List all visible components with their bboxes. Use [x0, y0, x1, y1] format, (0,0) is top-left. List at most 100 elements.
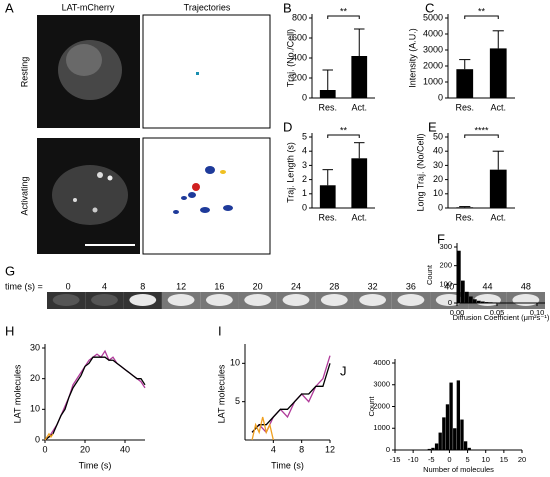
- time-value: 36: [406, 281, 416, 291]
- y-tick-label: 2000: [373, 401, 390, 410]
- time-value: 12: [176, 281, 186, 291]
- trajectory: [173, 210, 179, 214]
- y-tick-label: 400: [292, 52, 307, 62]
- x-tick-label: Res.: [318, 102, 337, 112]
- histogram-bar: [481, 301, 485, 303]
- time-value: 24: [291, 281, 301, 291]
- y-axis-label: Intensity (A.U.): [407, 28, 417, 88]
- y-axis-label: Count: [367, 396, 376, 417]
- y-tick-label: 0: [35, 434, 40, 444]
- x-tick-label: -15: [390, 455, 401, 464]
- histogram-bar: [469, 296, 473, 303]
- bar: [319, 185, 336, 208]
- y-tick-label: 200: [439, 261, 452, 270]
- time-value: 8: [140, 281, 145, 291]
- panel-letter: B: [283, 0, 292, 15]
- x-tick-label: 0: [447, 455, 451, 464]
- y-tick-label: 20: [30, 373, 40, 383]
- significance-bracket: [327, 15, 360, 19]
- column-title: LAT-mCherry: [62, 2, 115, 12]
- y-tick-label: 0: [448, 298, 452, 307]
- significance: **: [340, 125, 348, 135]
- y-tick-label: 0: [386, 445, 390, 454]
- y-tick-label: 3000: [423, 44, 443, 54]
- panel-letter: H: [5, 323, 14, 338]
- x-tick-label: Res.: [318, 212, 337, 222]
- y-tick-label: 1: [302, 188, 307, 198]
- trajectory: [188, 192, 196, 198]
- series-line: [251, 416, 274, 441]
- x-axis-label: Time (s): [79, 460, 112, 470]
- y-tick-label: 4000: [423, 28, 443, 38]
- x-axis-label: Diffusion Coefficient (μm²s⁻¹): [453, 313, 550, 322]
- histogram-bar: [427, 448, 431, 450]
- y-tick-label: 30: [30, 342, 40, 352]
- x-tick-label: Res.: [455, 212, 474, 222]
- frame-spot: [320, 294, 348, 306]
- frame-spot: [512, 294, 540, 306]
- cell: [66, 44, 102, 76]
- y-tick-label: 2000: [423, 60, 443, 70]
- bar: [489, 169, 507, 208]
- spot: [92, 207, 98, 213]
- frame-spot: [282, 294, 310, 306]
- time-label: time (s) =: [5, 281, 43, 291]
- trajectory: [220, 170, 226, 174]
- bar: [351, 158, 368, 208]
- time-value: 20: [253, 281, 263, 291]
- histogram-bar: [465, 291, 469, 303]
- histogram-bar: [463, 441, 468, 450]
- histogram-bar: [461, 280, 465, 303]
- y-tick-label: 10: [30, 404, 40, 414]
- time-value: 16: [214, 281, 224, 291]
- y-tick-label: 20: [433, 174, 443, 184]
- trajectory-box: [142, 137, 271, 255]
- histogram-bar: [449, 382, 453, 450]
- x-axis-label: Number of molecules: [423, 465, 494, 474]
- significance-bracket: [464, 134, 499, 138]
- y-tick-label: 1000: [373, 423, 390, 432]
- time-value: 40: [444, 281, 454, 291]
- cell: [52, 165, 128, 225]
- y-tick-label: 100: [439, 279, 452, 288]
- frame-spot: [359, 294, 387, 306]
- histogram-bar: [473, 299, 477, 303]
- x-tick-label: 40: [120, 444, 130, 454]
- panel-letter: G: [5, 263, 15, 278]
- series-line: [251, 355, 331, 434]
- y-tick-label: 200: [292, 72, 307, 82]
- y-tick-label: 5: [302, 131, 307, 141]
- y-tick-label: 0: [438, 202, 443, 212]
- x-tick-label: Act.: [351, 102, 367, 112]
- x-tick-label: 0.10: [530, 308, 545, 317]
- y-tick-label: 300: [439, 242, 452, 251]
- x-tick-label: 0: [42, 444, 47, 454]
- y-axis-label: Traj. (No./Cell): [285, 29, 295, 87]
- trajectory-box: [142, 14, 271, 129]
- x-tick-label: -10: [408, 455, 419, 464]
- bar: [456, 69, 474, 98]
- histogram-bar: [438, 432, 442, 450]
- histogram-bar: [431, 447, 435, 450]
- time-value: 48: [521, 281, 531, 291]
- histogram-bar: [457, 250, 461, 303]
- histogram-bar: [456, 380, 461, 450]
- y-axis-label: Traj. Length (s): [285, 142, 295, 203]
- panel-letter: I: [218, 323, 222, 338]
- bar: [319, 90, 336, 98]
- frame-spot: [244, 294, 272, 306]
- x-tick-label: 0.05: [490, 308, 505, 317]
- x-tick-label: Act.: [490, 102, 506, 112]
- y-tick-label: 0: [302, 92, 307, 102]
- panel-letter: E: [428, 119, 437, 134]
- frame-spot: [397, 294, 425, 306]
- histogram-bar: [493, 302, 497, 303]
- frame-spot: [91, 294, 118, 306]
- trajectory: [192, 183, 200, 191]
- y-tick-label: 10: [230, 358, 240, 368]
- panel-letter: J: [340, 363, 347, 378]
- trajectory: [223, 205, 233, 211]
- spot: [73, 198, 77, 202]
- y-tick-label: 4000: [373, 358, 390, 367]
- y-axis-label: Long Traj. (No/Cell): [415, 133, 425, 211]
